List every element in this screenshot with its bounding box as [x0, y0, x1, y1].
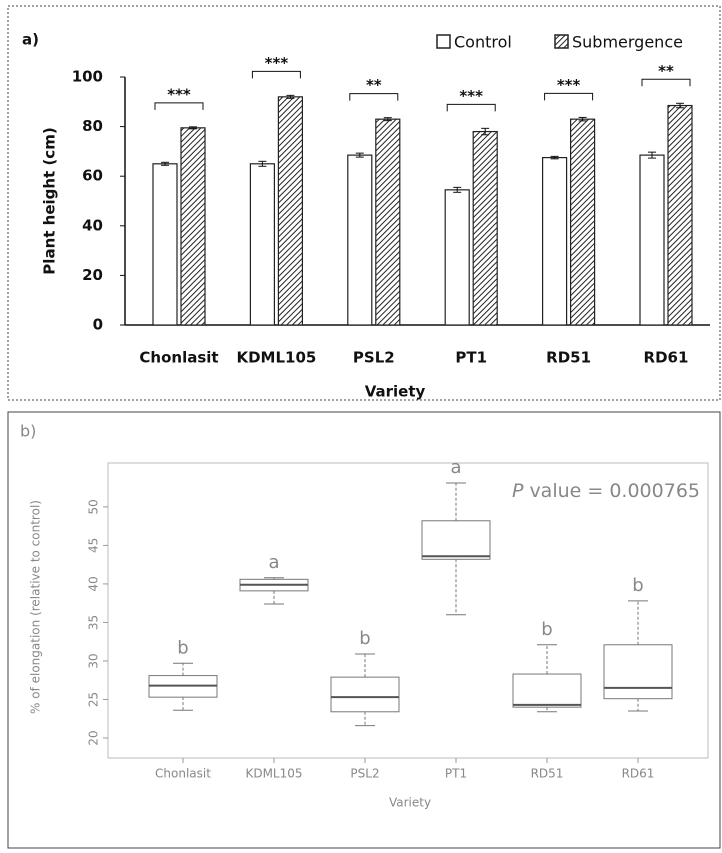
bar [667, 104, 693, 326]
y-axis-label: % of elongation (relative to control) [29, 500, 43, 714]
group-letter: b [359, 628, 370, 649]
group-letter: b [632, 575, 643, 596]
x-tick-label: RD51 [546, 349, 591, 367]
significance-bracket [154, 102, 204, 110]
significance-label: *** [459, 87, 483, 105]
box [330, 676, 400, 713]
error-bar [676, 102, 684, 109]
error-bar [355, 152, 364, 158]
bar [375, 118, 401, 326]
group-letter: b [177, 637, 188, 658]
significance-bracket [349, 93, 399, 101]
significance-label: *** [557, 76, 581, 94]
y-tick-label: 50 [87, 499, 101, 514]
x-tick-label: RD51 [531, 767, 564, 781]
panel-a-frame [7, 5, 721, 401]
x-tick-label: Chonlasit [139, 349, 218, 367]
error-bar [481, 127, 490, 136]
x-tick-label: RD61 [622, 767, 655, 781]
error-bar [258, 160, 267, 167]
x-tick-label: RD61 [644, 349, 689, 367]
x-tick-label: KDML105 [236, 349, 316, 367]
panel-label: a) [22, 31, 39, 49]
legend-swatch [436, 34, 451, 49]
error-bar [383, 117, 392, 122]
x-tick-label: PSL2 [350, 767, 379, 781]
bar [277, 96, 303, 326]
significance-bracket [641, 78, 691, 87]
error-bar [286, 94, 295, 99]
significance-bracket [446, 103, 496, 112]
y-tick-label: 35 [87, 615, 101, 630]
significance-bracket [544, 92, 594, 101]
x-axis-label: Variety [365, 383, 426, 401]
legend-label: Control [454, 33, 512, 52]
bar [347, 154, 373, 326]
y-tick-label: 40 [82, 216, 103, 234]
group-letter: a [450, 457, 461, 478]
x-tick-label: Chonlasit [155, 767, 211, 781]
significance-label: *** [265, 54, 289, 72]
p-value: value = 0.000765 [529, 480, 700, 502]
error-bar [161, 161, 169, 166]
error-bar [648, 151, 656, 159]
box [421, 520, 491, 560]
significance-label: ** [658, 62, 674, 80]
y-tick-label: 25 [87, 692, 101, 707]
x-tick-label: PSL2 [353, 349, 395, 367]
x-tick-label: KDML105 [245, 767, 302, 781]
y-tick-label: 0 [93, 316, 103, 334]
y-tick-label: 20 [82, 266, 103, 284]
bar [152, 163, 178, 326]
panel-b-frame [7, 411, 721, 849]
significance-label: ** [366, 76, 382, 94]
plot-frame [107, 462, 709, 759]
y-axis-label: Plant height (cm) [41, 127, 59, 274]
p-symbol: P [512, 480, 524, 502]
panel-b: b) % of elongation (relative to control)… [20, 422, 709, 810]
y-tick-label: 40 [87, 576, 101, 591]
significance-label: *** [167, 85, 191, 103]
panel-a: a) Plant height (cm) Variety 0 20 40 60 80 10… [22, 31, 710, 401]
y-tick-label: 60 [82, 167, 103, 185]
y-tick-label: 80 [82, 117, 103, 135]
bar [472, 130, 498, 326]
significance-bracket [251, 70, 301, 79]
group-letter: a [268, 552, 279, 573]
error-bar [578, 116, 587, 122]
legend-label: Submergence [572, 33, 683, 52]
error-bar [189, 126, 197, 130]
x-tick-label: PT1 [445, 767, 467, 781]
y-tick-label: 100 [72, 68, 103, 86]
group-letter: b [541, 619, 552, 640]
bar [249, 163, 275, 326]
bar [639, 154, 665, 326]
bar [444, 189, 470, 326]
bar [569, 118, 596, 326]
y-tick-label: 20 [87, 730, 101, 745]
bar [541, 157, 568, 326]
y-tick-label: 30 [87, 653, 101, 668]
x-axis-label: Variety [389, 796, 431, 810]
y-tick-label: 45 [87, 538, 101, 553]
bar [180, 127, 206, 326]
x-tick-label: PT1 [455, 349, 487, 367]
legend-swatch [554, 34, 569, 49]
error-bar [453, 186, 462, 193]
box [512, 673, 582, 708]
panel-label: b) [20, 422, 36, 441]
box [603, 644, 673, 700]
error-bar [550, 155, 559, 160]
